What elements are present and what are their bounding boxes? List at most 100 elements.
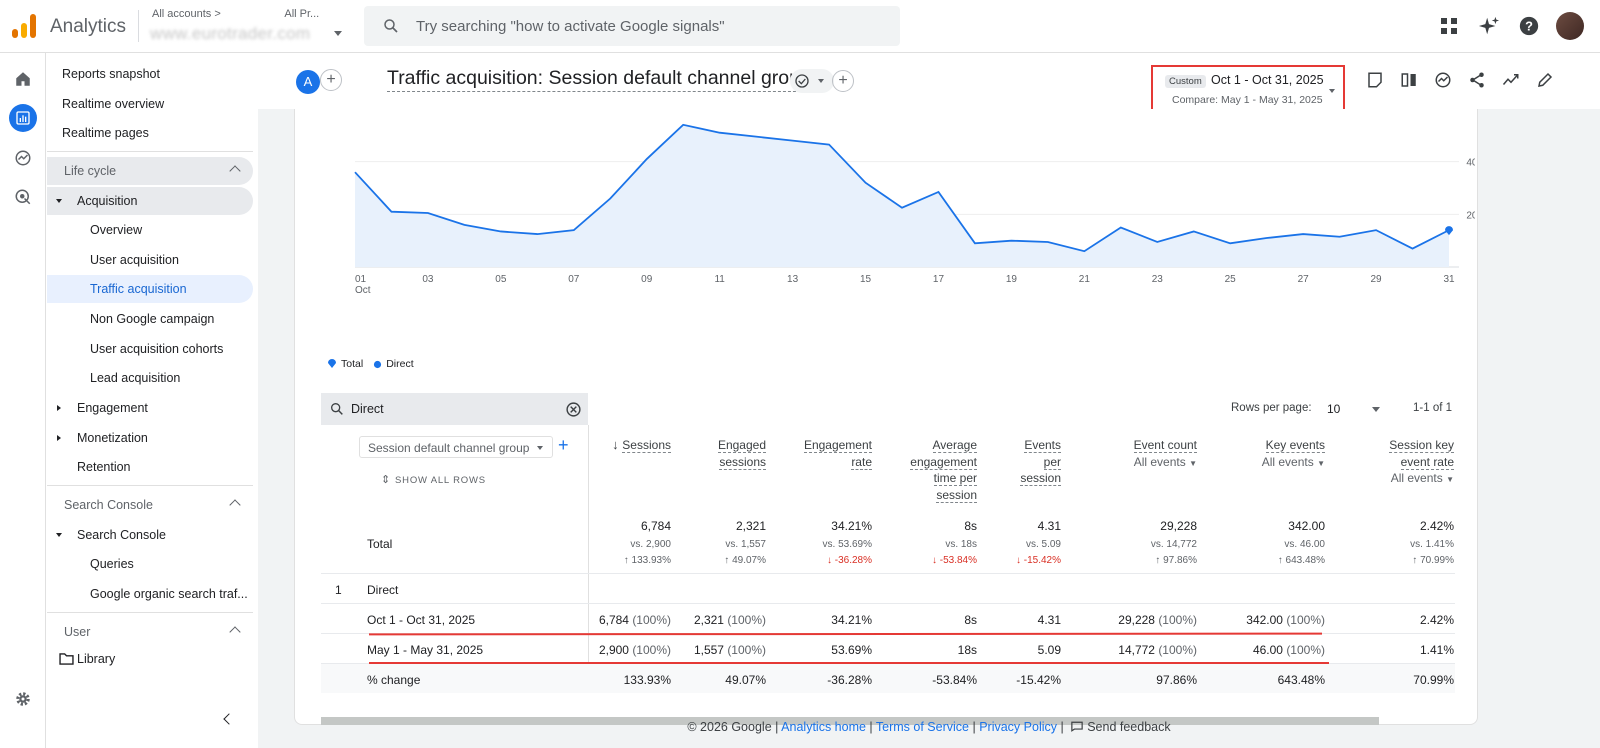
check-circle-icon <box>795 74 809 88</box>
side-nav: Reports snapshot Realtime overview Realt… <box>47 53 257 748</box>
advertising-icon[interactable] <box>9 183 37 211</box>
avatar[interactable] <box>1556 12 1584 40</box>
nav-reports-snapshot[interactable]: Reports snapshot <box>45 60 251 88</box>
table-row[interactable]: 1 Direct <box>321 573 1455 603</box>
analytics-home-link[interactable]: Analytics home <box>781 720 866 734</box>
comparison-chip[interactable]: A <box>296 70 320 94</box>
col-engaged-sessions[interactable]: Engaged sessions <box>681 437 766 470</box>
total-compare: vs. 53.69% <box>822 539 872 550</box>
edit-pencil-icon[interactable] <box>1534 69 1556 91</box>
nav-label: Search Console <box>77 528 166 542</box>
nav-search-console[interactable]: Search Console <box>47 521 253 549</box>
nav-realtime-pages[interactable]: Realtime pages <box>45 119 251 147</box>
column-title: per <box>1043 454 1061 470</box>
account-breadcrumb[interactable]: All accounts > All Pr... <box>152 8 320 20</box>
total-compare: vs. 18s <box>945 539 977 550</box>
insights-icon[interactable] <box>1432 69 1454 91</box>
table-sub-row[interactable]: May 1 - May 31, 2025 2,900 (100%) 1,557 (1… <box>321 633 1455 663</box>
search-input[interactable]: Try searching "how to activate Google si… <box>364 6 900 46</box>
nav-acquisition[interactable]: Acquisition <box>47 187 253 215</box>
col-avg-engagement-time[interactable]: Average engagement time per session <box>891 437 977 503</box>
gear-icon[interactable] <box>9 685 37 713</box>
table-cell: 2.42% <box>1334 613 1454 627</box>
show-all-rows-button[interactable]: ⇕ SHOW ALL ROWS <box>381 473 486 486</box>
event-filter[interactable]: All events <box>1261 454 1314 469</box>
compare-icon[interactable] <box>1398 69 1420 91</box>
nav-traffic-acquisition[interactable]: Traffic acquisition <box>47 275 253 303</box>
nav-library[interactable]: Library <box>47 645 253 673</box>
add-filter-button[interactable]: + <box>832 70 854 92</box>
analytics-logo[interactable] <box>12 14 36 38</box>
chevron-down-icon[interactable] <box>334 31 342 36</box>
x-tick-label: 03 <box>422 274 434 285</box>
x-tick-label: 11 <box>714 274 725 285</box>
terms-link[interactable]: Terms of Service <box>875 720 969 734</box>
legend-item-direct[interactable]: Direct <box>373 358 414 370</box>
add-dimension-button[interactable]: + <box>558 435 569 455</box>
nav-lead-acquisition[interactable]: Lead acquisition <box>47 364 253 392</box>
clear-icon[interactable] <box>565 401 582 418</box>
nav-monetization[interactable]: Monetization <box>47 424 253 452</box>
event-filter[interactable]: All events <box>1133 454 1186 469</box>
x-tick-label: 27 <box>1298 274 1310 285</box>
event-filter[interactable]: All events <box>1390 471 1443 485</box>
series-line-direct[interactable] <box>354 123 1450 253</box>
chevron-down-icon <box>1372 407 1381 413</box>
report-status-button[interactable] <box>790 69 834 93</box>
col-engagement-rate[interactable]: Engagement rate <box>781 437 872 470</box>
reports-icon[interactable] <box>9 104 37 132</box>
nav-overview[interactable]: Overview <box>47 216 253 244</box>
nav-queries[interactable]: Queries <box>47 550 253 578</box>
table-cell: 643.48% <box>1205 673 1325 687</box>
nav-user-acquisition[interactable]: User acquisition <box>47 246 253 274</box>
col-event-count[interactable]: Event count All events ▼ <box>1081 437 1197 472</box>
table-search-input[interactable]: Direct <box>321 393 588 425</box>
total-compare: vs. 46.00 <box>1284 539 1325 550</box>
trend-icon[interactable] <box>1500 69 1522 91</box>
apps-grid-icon[interactable] <box>1436 13 1462 39</box>
sparkle-icon[interactable] <box>1476 13 1502 39</box>
col-session-key-event-rate[interactable]: Session key event rate All events ▼ <box>1331 437 1454 489</box>
nav-section-user[interactable]: User <box>47 618 253 646</box>
nav-section-search-console[interactable]: Search Console <box>47 491 253 519</box>
table-sub-row[interactable]: Oct 1 - Oct 31, 2025 6,784 (100%) 2,321 (1… <box>321 603 1455 633</box>
col-sessions[interactable]: ↓ Sessions <box>601 437 671 454</box>
expand-icon <box>56 199 62 203</box>
home-icon[interactable] <box>9 65 37 93</box>
nav-engagement[interactable]: Engagement <box>47 394 253 422</box>
table-cell: 6,784 (100%) <box>551 613 671 627</box>
nav-user-acquisition-cohorts[interactable]: User acquisition cohorts <box>47 335 253 363</box>
total-value: 2.42% <box>1419 519 1454 533</box>
help-icon[interactable]: ? <box>1516 13 1542 39</box>
nav-google-organic-search[interactable]: Google organic search traf... <box>47 580 253 608</box>
arrow-up-icon: ↑ <box>623 555 632 566</box>
table-cell: 53.69% <box>752 643 872 657</box>
rows-per-page-select[interactable]: 10 <box>1327 402 1381 416</box>
col-events-per-session[interactable]: Events per session <box>991 437 1061 487</box>
cell-value: 70.99% <box>1413 673 1454 687</box>
col-key-events[interactable]: Key events All events ▼ <box>1211 437 1325 472</box>
property-name[interactable]: www.eurotrader.com <box>150 24 311 43</box>
feedback-button[interactable]: Send feedback <box>1067 720 1171 734</box>
data-point-marker[interactable] <box>1445 226 1453 236</box>
total-change: 70.99% <box>1420 555 1454 566</box>
table-sub-row[interactable]: % change 133.93% 49.07% -36.28% -53.84% -15.4… <box>321 663 1455 693</box>
arrow-down-icon: ↓ <box>1015 555 1024 566</box>
dimension-select[interactable]: Session default channel group <box>359 436 553 458</box>
date-range-picker[interactable]: Custom Oct 1 - Oct 31, 2025 Compare: May… <box>1151 65 1345 115</box>
horizontal-scrollbar[interactable] <box>321 717 1379 725</box>
nav-retention[interactable]: Retention <box>47 453 253 481</box>
total-change-wrap: ↑ 49.07% <box>656 555 766 566</box>
nav-non-google-campaign[interactable]: Non Google campaign <box>47 305 253 333</box>
legend-item-total[interactable]: Total <box>327 358 363 370</box>
x-tick-label: 13 <box>787 274 799 285</box>
nav-realtime-overview[interactable]: Realtime overview <box>45 90 251 118</box>
feedback-label: Send feedback <box>1087 720 1171 734</box>
explore-icon[interactable] <box>9 144 37 172</box>
insight-note-icon[interactable] <box>1364 69 1386 91</box>
nav-section-life-cycle[interactable]: Life cycle <box>47 157 253 185</box>
nav-label: Google organic search traf... <box>90 587 248 601</box>
add-comparison-button[interactable]: + <box>320 69 342 91</box>
share-icon[interactable] <box>1466 69 1488 91</box>
privacy-link[interactable]: Privacy Policy <box>979 720 1057 734</box>
